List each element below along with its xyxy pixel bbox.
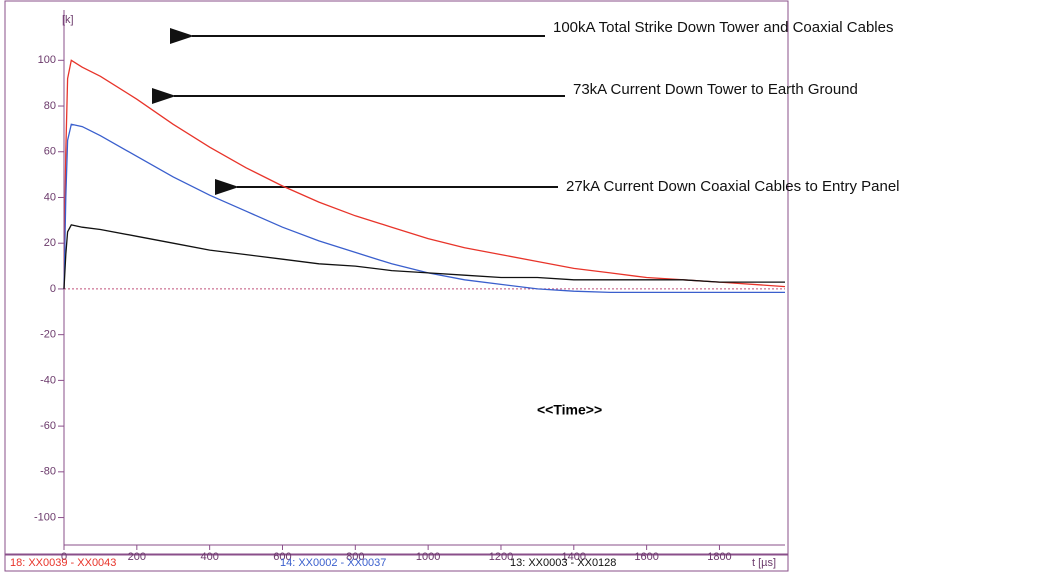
annotation: <<Time>> <box>537 402 602 418</box>
y-unit: [k] <box>62 14 74 26</box>
annotation: 73kA Current Down Tower to Earth Ground <box>573 81 858 98</box>
legend-entry: 18: XX0039 - XX0043 <box>10 557 116 569</box>
x-tick-label: 200 <box>128 551 146 563</box>
legend-strip <box>4 554 789 572</box>
y-tick-label: 20 <box>44 237 56 249</box>
x-unit: t [µs] <box>752 557 776 569</box>
x-tick-label: 600 <box>273 551 291 563</box>
line-series <box>63 224 785 289</box>
y-tick-label: 0 <box>50 283 56 295</box>
y-tick-label: -60 <box>40 420 56 432</box>
x-tick-label: 1600 <box>634 551 658 563</box>
x-tick-label: 1800 <box>707 551 731 563</box>
line-series <box>63 59 786 289</box>
y-tick-label: -100 <box>34 511 56 523</box>
x-tick-label: 800 <box>346 551 364 563</box>
x-tick-label: 1200 <box>489 551 513 563</box>
y-tick-label: 100 <box>38 54 56 66</box>
y-tick-label: -40 <box>40 374 56 386</box>
y-tick-label: 60 <box>44 146 56 158</box>
x-tick-label: 1400 <box>562 551 586 563</box>
y-tick-label: -80 <box>40 466 56 478</box>
y-tick-label: -20 <box>40 329 56 341</box>
x-tick-label: 400 <box>200 551 218 563</box>
x-tick-label: 0 <box>61 551 67 563</box>
legend-entry: 13: XX0003 - XX0128 <box>510 557 616 569</box>
y-tick-label: 40 <box>44 191 56 203</box>
line-series <box>63 123 785 294</box>
y-tick-label: 80 <box>44 100 56 112</box>
frame <box>4 0 789 555</box>
legend-entry: 14: XX0002 - XX0037 <box>280 557 386 569</box>
annotation: 100kA Total Strike Down Tower and Coaxia… <box>553 19 893 36</box>
x-tick-label: 1000 <box>416 551 440 563</box>
annotation: 27kA Current Down Coaxial Cables to Entr… <box>566 178 900 195</box>
